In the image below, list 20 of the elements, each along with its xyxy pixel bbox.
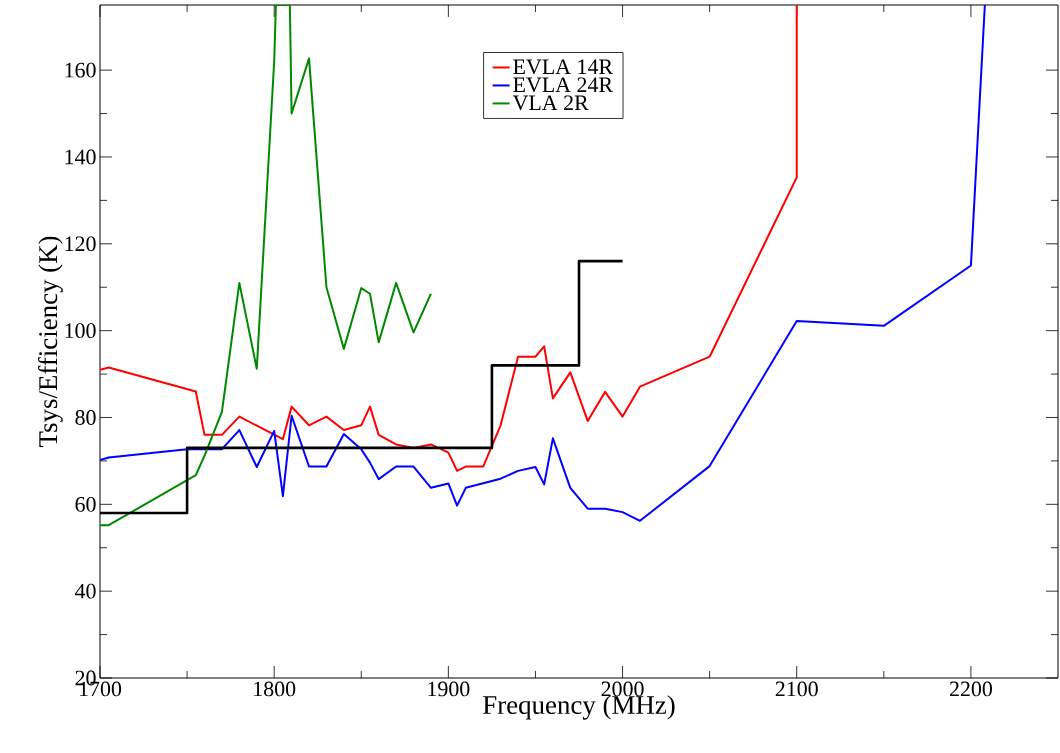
x-tick-label: 1900 <box>428 681 470 697</box>
y-axis-title: Tsys/Efficiency (K) <box>38 236 63 448</box>
legend-label: EVLA 24R <box>513 77 614 93</box>
line-series <box>100 4 432 527</box>
y-tick-label: 60 <box>75 496 96 512</box>
x-tick-label: 2200 <box>949 681 992 697</box>
y-tick-label: 140 <box>65 149 96 165</box>
x-axis-title: Frequency (MHz) <box>483 695 675 720</box>
line-series <box>100 4 986 522</box>
y-tick-label: 100 <box>65 323 96 339</box>
legend-label: VLA 2R <box>512 95 589 111</box>
x-tick-label: 1800 <box>254 681 296 697</box>
y-tick-label: 160 <box>65 62 96 78</box>
line-series <box>100 4 798 472</box>
x-tick-label: 2000 <box>601 681 644 697</box>
y-tick-label: 40 <box>74 583 96 599</box>
x-tick-label: 2100 <box>775 681 818 697</box>
y-tick-label: 120 <box>65 236 96 252</box>
legend-label: EVLA 14R <box>513 59 614 75</box>
y-tick-label: 80 <box>75 410 96 425</box>
